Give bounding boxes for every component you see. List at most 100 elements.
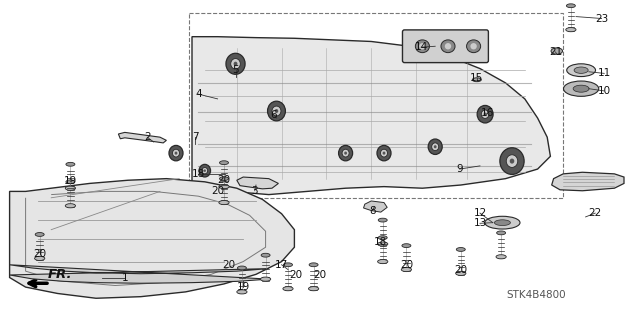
Ellipse shape [308,286,319,291]
Ellipse shape [497,231,506,235]
Text: FR.: FR. [48,268,72,281]
Ellipse shape [199,164,211,177]
Ellipse shape [401,267,412,272]
Ellipse shape [428,139,442,154]
Ellipse shape [402,244,411,248]
Text: 11: 11 [598,68,611,78]
Text: 20: 20 [289,270,302,280]
Ellipse shape [378,259,388,263]
Ellipse shape [564,81,599,96]
Ellipse shape [284,263,292,267]
Ellipse shape [173,149,179,157]
Ellipse shape [484,113,486,116]
Ellipse shape [377,145,391,161]
Ellipse shape [445,43,451,49]
Ellipse shape [566,4,575,8]
Ellipse shape [567,64,595,77]
Text: 5: 5 [232,65,239,75]
Ellipse shape [378,242,388,246]
Text: 23: 23 [595,13,608,24]
Ellipse shape [35,256,45,260]
Ellipse shape [551,48,563,54]
Ellipse shape [456,248,465,251]
Ellipse shape [220,177,228,181]
Text: 20: 20 [211,186,224,197]
Ellipse shape [383,152,385,155]
Ellipse shape [506,155,518,167]
FancyBboxPatch shape [403,30,488,63]
Ellipse shape [220,161,228,165]
Text: 6: 6 [271,110,277,120]
Ellipse shape [472,78,481,82]
Text: 1: 1 [122,272,128,283]
Text: 4: 4 [195,89,202,99]
Text: 10: 10 [598,86,611,96]
Ellipse shape [441,40,455,53]
Ellipse shape [275,109,278,113]
Polygon shape [10,265,269,283]
Ellipse shape [574,67,588,73]
Ellipse shape [378,236,387,240]
Ellipse shape [219,200,229,205]
Text: 14: 14 [415,42,428,52]
Polygon shape [364,201,387,212]
Text: 2: 2 [144,132,150,142]
Ellipse shape [231,59,240,69]
Ellipse shape [485,216,520,229]
Text: 17: 17 [275,260,288,270]
Text: 20: 20 [454,264,467,275]
Ellipse shape [509,159,515,164]
Bar [189,13,563,198]
Text: 12: 12 [474,208,486,218]
Ellipse shape [260,277,271,281]
Ellipse shape [339,145,353,161]
Ellipse shape [202,167,207,174]
Ellipse shape [432,143,438,151]
Text: 19: 19 [64,176,77,186]
Ellipse shape [481,110,489,118]
Ellipse shape [467,40,481,53]
Ellipse shape [477,105,493,123]
Ellipse shape [226,53,245,74]
Ellipse shape [342,149,349,157]
Text: 7: 7 [192,132,198,142]
Text: STK4B4800: STK4B4800 [506,290,566,300]
Ellipse shape [470,43,477,49]
Ellipse shape [234,62,237,66]
Ellipse shape [496,255,506,259]
Ellipse shape [66,162,75,166]
Ellipse shape [495,220,511,226]
Ellipse shape [434,145,436,148]
Text: 22: 22 [589,208,602,218]
Ellipse shape [219,184,229,189]
Ellipse shape [66,180,75,184]
Polygon shape [237,177,278,189]
Polygon shape [192,37,550,195]
Text: 20: 20 [401,260,413,270]
Text: 18: 18 [192,169,205,179]
Ellipse shape [378,218,387,222]
Text: 13: 13 [474,218,486,228]
Ellipse shape [261,253,270,257]
Text: 20: 20 [33,249,46,259]
Text: 20: 20 [314,270,326,280]
Ellipse shape [169,145,183,161]
Ellipse shape [237,266,246,270]
Ellipse shape [381,149,387,157]
Polygon shape [10,179,294,298]
Text: 21: 21 [549,47,562,57]
Text: 20: 20 [218,175,230,185]
Text: 3: 3 [252,186,258,196]
Ellipse shape [344,152,347,155]
Ellipse shape [237,290,247,294]
Polygon shape [118,132,166,143]
Ellipse shape [415,40,429,53]
Ellipse shape [204,169,206,172]
Ellipse shape [35,233,44,236]
Text: 9: 9 [456,164,463,174]
Ellipse shape [566,28,576,32]
Ellipse shape [456,271,466,276]
Polygon shape [552,172,624,191]
Text: 19: 19 [237,282,250,292]
Text: 18: 18 [374,237,387,248]
